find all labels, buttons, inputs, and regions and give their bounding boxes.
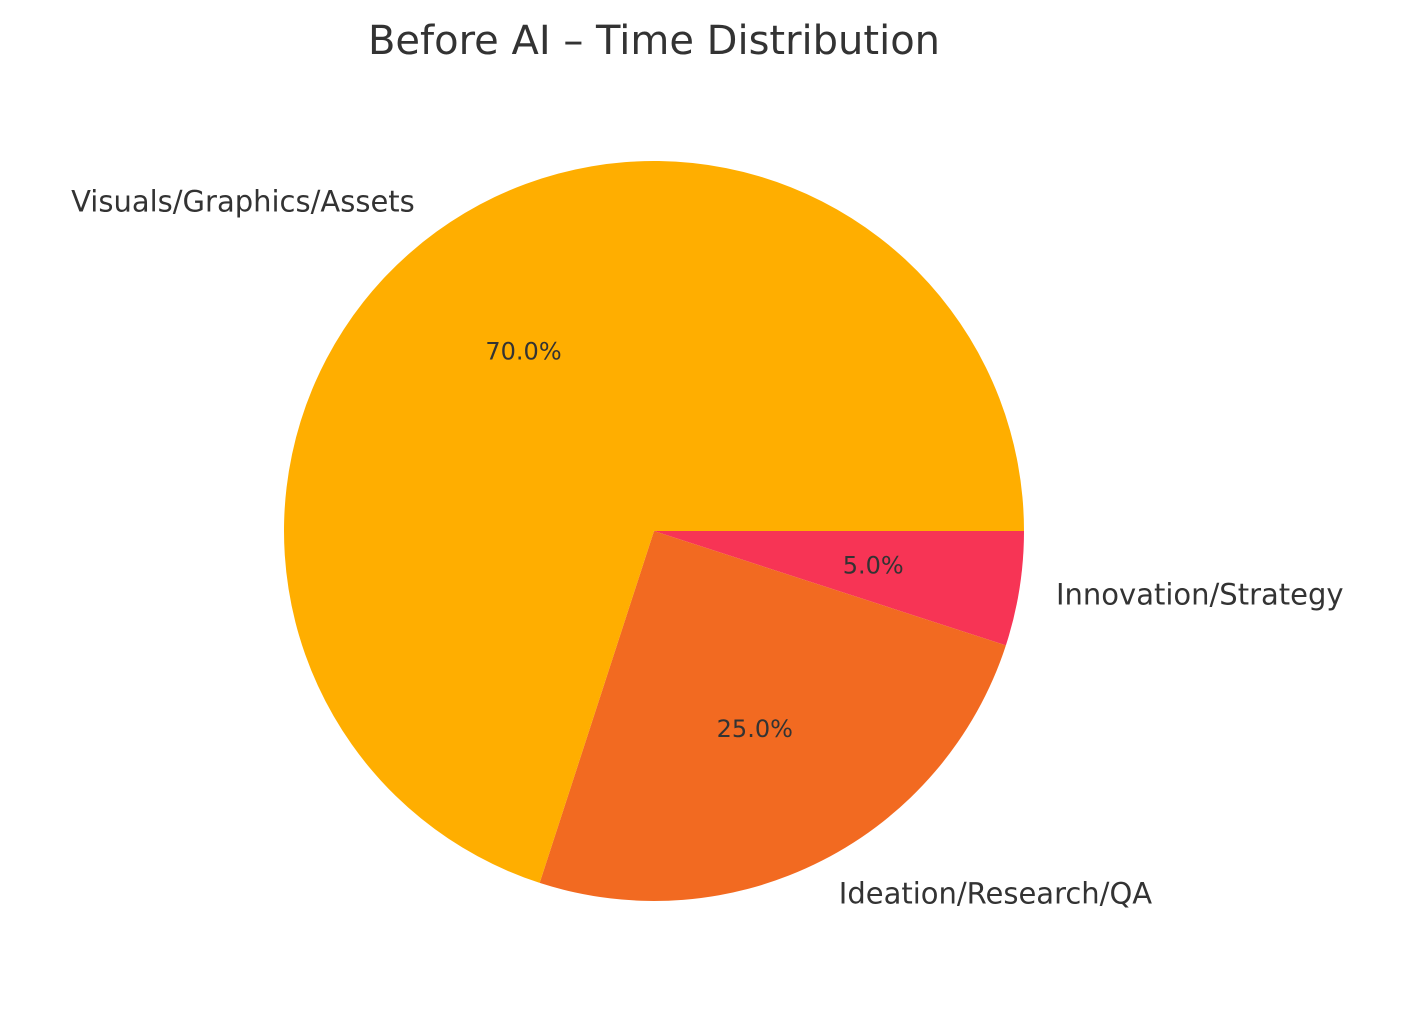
chart-title: Before AI – Time Distribution [368,18,940,64]
category-label-innovation-strategy: Innovation/Strategy [1056,578,1344,612]
category-label-ideation-research-qa: Ideation/Research/QA [839,877,1153,911]
pie-slice-ideation-research-qa [539,531,1006,901]
pie-slice-innovation-strategy [654,531,1024,646]
pct-label-ideation-research-qa: 25.0% [717,715,793,743]
pie-slices [284,161,1024,901]
pct-label-visuals-graphics-assets: 70.0% [485,337,561,365]
pct-label-innovation-strategy: 5.0% [843,552,904,580]
pie-labels: 5.0% Innovation/Strategy 25.0% Ideation/Res… [71,185,1343,911]
pie-slice-visuals-graphics-assets [284,161,1024,883]
category-label-visuals-graphics-assets: Visuals/Graphics/Assets [71,185,415,219]
